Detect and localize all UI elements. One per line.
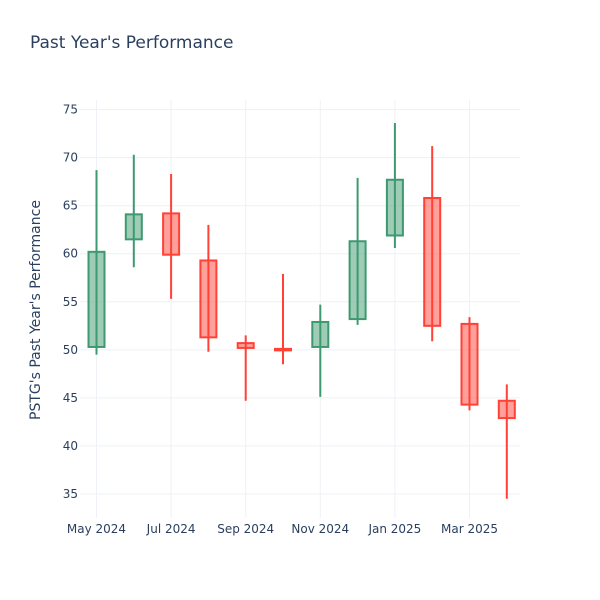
y-tick-label: 35 bbox=[63, 487, 78, 501]
candle-body bbox=[124, 213, 143, 241]
x-tick-label: Nov 2024 bbox=[291, 522, 349, 536]
candle-body bbox=[460, 322, 479, 406]
x-tick-label: Jan 2025 bbox=[367, 522, 421, 536]
candle-dec-2024 bbox=[348, 177, 367, 325]
candle-body bbox=[199, 259, 218, 339]
candles bbox=[87, 123, 516, 499]
y-tick-label: 75 bbox=[63, 103, 78, 117]
candle-body bbox=[423, 197, 442, 327]
y-tick-label: 60 bbox=[63, 247, 78, 261]
candle-mar-2025 bbox=[460, 317, 479, 411]
candle-body bbox=[274, 347, 292, 352]
x-tick-label: Jul 2024 bbox=[146, 522, 196, 536]
y-tick-label: 55 bbox=[63, 295, 78, 309]
candle-nov-2024 bbox=[311, 304, 330, 397]
y-tick-label: 45 bbox=[63, 391, 78, 405]
candle-sep-2024 bbox=[236, 335, 255, 401]
candle-body bbox=[497, 399, 516, 420]
candle-body bbox=[162, 212, 181, 256]
candle-oct-2024 bbox=[274, 273, 292, 365]
x-tick-label: Sep 2024 bbox=[217, 522, 274, 536]
chart-title: Past Year's Performance bbox=[30, 33, 234, 53]
candle-body bbox=[311, 320, 330, 348]
x-tick-label: May 2024 bbox=[67, 522, 126, 536]
candle-may-2024 bbox=[87, 170, 106, 355]
x-tick-label: Mar 2025 bbox=[441, 522, 498, 536]
y-axis-label: PSTG's Past Year's Performance bbox=[28, 200, 44, 420]
candle-apr-2025 bbox=[497, 384, 516, 499]
y-tick-label: 40 bbox=[63, 439, 78, 453]
candle-jan-2025 bbox=[385, 123, 404, 248]
x-axis-ticks: May 2024 Jul 2024 Sep 2024 Nov 2024 Jan 2025… bbox=[67, 522, 498, 536]
grid-lines bbox=[80, 100, 520, 518]
y-tick-label: 50 bbox=[63, 343, 78, 357]
y-tick-label: 70 bbox=[63, 151, 78, 165]
candle-feb-2025 bbox=[423, 146, 442, 342]
y-tick-label: 65 bbox=[63, 199, 78, 213]
candle-aug-2024 bbox=[199, 224, 218, 352]
candle-jul-2024 bbox=[162, 173, 181, 299]
candle-body bbox=[348, 240, 367, 321]
candle-jun-2024 bbox=[124, 154, 143, 268]
candle-body bbox=[236, 342, 255, 349]
candle-body bbox=[87, 250, 106, 348]
y-axis-ticks: 35 40 45 50 55 60 65 70 75 bbox=[63, 103, 78, 501]
candle-body bbox=[385, 178, 404, 237]
